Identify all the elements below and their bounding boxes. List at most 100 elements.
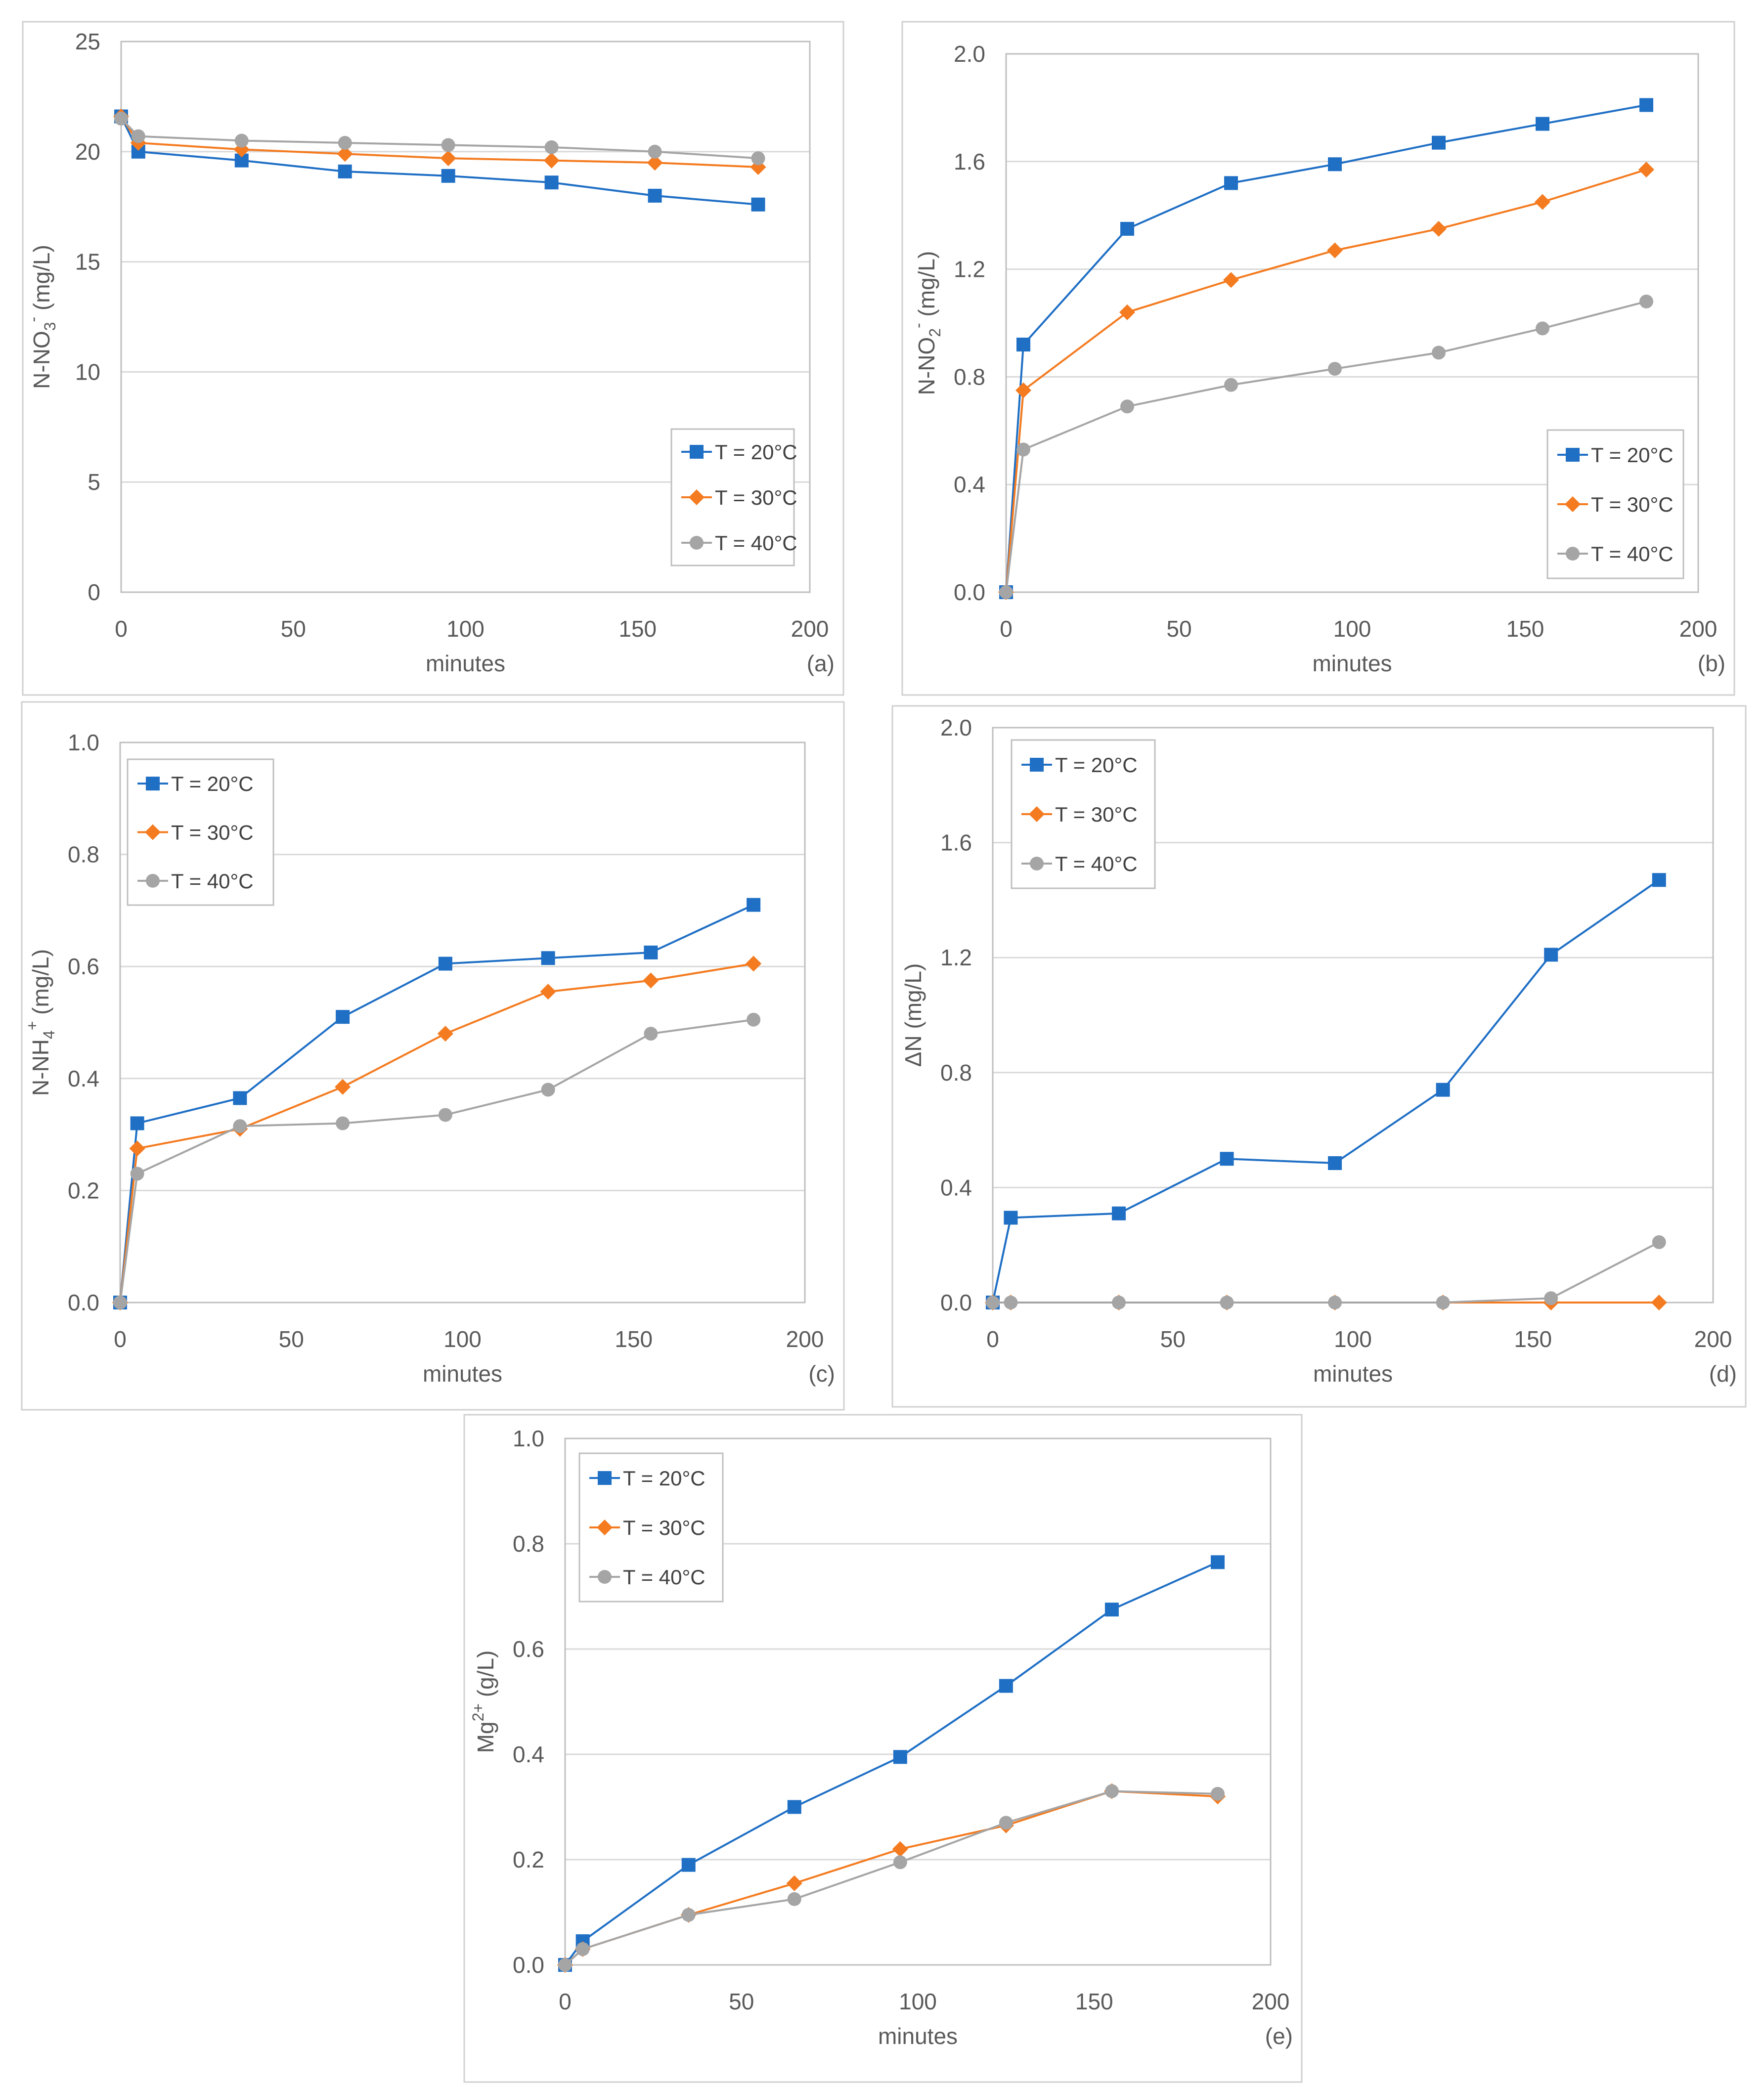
data-point [1638,162,1654,178]
data-point [746,956,762,972]
legend-swatch-marker [146,777,160,791]
data-point [335,1079,351,1095]
data-point [1004,1296,1018,1309]
data-point [1004,1211,1018,1225]
panel-label: (e) [1265,2023,1293,2049]
legend-swatch-marker [690,445,704,459]
data-point [681,1908,696,1922]
panel-label: (c) [808,1361,835,1387]
data-point [787,1800,801,1814]
data-point [747,1012,761,1027]
series-line-1 [1005,104,1647,593]
y-tick-label: 1.2 [954,257,985,282]
y-tick-label: 0.6 [513,1636,544,1662]
data-point [1210,1786,1225,1801]
x-axis-label: minutes [878,2023,958,2049]
data-point [1328,1156,1342,1170]
panel-label: (a) [807,651,835,676]
y-tick-label: 0.4 [513,1741,544,1767]
legend-swatch-marker [1566,448,1580,462]
data-point [541,951,555,965]
legend: T = 20°C T = 30°C T = 40°C [1546,429,1684,579]
y-tick-label: 0.2 [513,1847,544,1872]
y-tick-label: 0.8 [940,1060,972,1086]
data-point [1436,1296,1450,1309]
legend-entry-label: T = 40°C [1055,852,1138,875]
legend: T = 20°C T = 30°C T = 40°C [578,1452,724,1603]
data-point [1536,117,1549,131]
data-point [1224,176,1238,190]
data-point [893,1855,907,1870]
data-point [113,1296,127,1309]
y-tick-label: 0.8 [68,842,99,868]
data-point [1111,1206,1126,1220]
data-point [1328,362,1342,376]
y-tick-label: 0.0 [68,1290,99,1315]
plot-frame [119,741,806,1304]
data-point [441,169,455,183]
data-point [1639,98,1653,112]
panel-label: (d) [1709,1361,1737,1387]
x-tick-label: 0 [559,1989,572,2014]
data-point [233,1119,247,1133]
data-point [1210,1555,1225,1569]
legend-entry-label: T = 40°C [1591,542,1674,565]
panel-border [21,701,845,1411]
data-point [1120,221,1134,236]
data-point [440,150,456,167]
legend-swatch-marker [146,873,160,888]
data-point [1652,873,1666,887]
data-point [544,175,559,190]
y-tick-label: 10 [75,359,100,385]
data-point [644,945,658,959]
x-axis-label: minutes [1313,1361,1393,1387]
chart-panel-5: 0.0 0.2 0.4 0.6 0.8 1.0 0 50 100 150 200 minutes (e)… [463,1414,1303,2083]
x-tick-label: 150 [1506,616,1544,642]
data-point [338,164,352,178]
data-point [337,146,353,162]
series-line-2 [120,116,758,168]
data-point [1544,1291,1558,1305]
x-tick-label: 200 [1679,616,1718,642]
legend-swatch-marker [597,1520,613,1535]
x-tick-label: 0 [114,1326,127,1352]
x-tick-label: 100 [899,1989,937,2014]
y-tick-label: 0.0 [954,579,985,605]
y-tick-label: 1.0 [68,730,99,755]
data-point [1328,1296,1342,1309]
series-line-1 [992,879,1660,1303]
legend-entry-label: T = 40°C [171,870,254,893]
legend-entry-label: T = 20°C [171,772,254,795]
legend-swatch-marker [598,1570,612,1584]
data-point [1432,346,1446,360]
x-tick-label: 150 [1514,1326,1552,1352]
plot-frame [1005,53,1699,593]
y-axis-label: N-NO2- (mg/L) [909,251,944,395]
legend-swatch-marker [1030,857,1044,870]
data-point [999,1816,1013,1830]
data-point [1220,1152,1234,1166]
legend-swatch-marker [1566,547,1580,561]
data-point [1651,1295,1667,1310]
data-point [1111,1296,1126,1309]
legend-entry-label: T = 20°C [1055,753,1138,777]
data-point [751,197,765,212]
data-point [336,1116,350,1130]
data-point [1544,948,1558,962]
data-point [999,585,1013,599]
series-line-3 [993,1241,1660,1304]
y-tick-label: 0 [88,579,100,605]
legend-entry-label: T = 40°C [715,531,797,555]
legend-swatch-marker [145,824,161,840]
y-tick-label: 25 [75,29,100,54]
x-tick-label: 100 [443,1326,482,1352]
x-tick-label: 50 [729,1989,754,2014]
legend-entry-label: T = 30°C [623,1516,706,1539]
x-tick-label: 150 [615,1326,653,1352]
data-point [643,972,659,989]
data-point [999,1679,1013,1693]
data-point [644,1027,658,1041]
series-line-2 [119,962,754,1303]
data-point [131,129,145,143]
